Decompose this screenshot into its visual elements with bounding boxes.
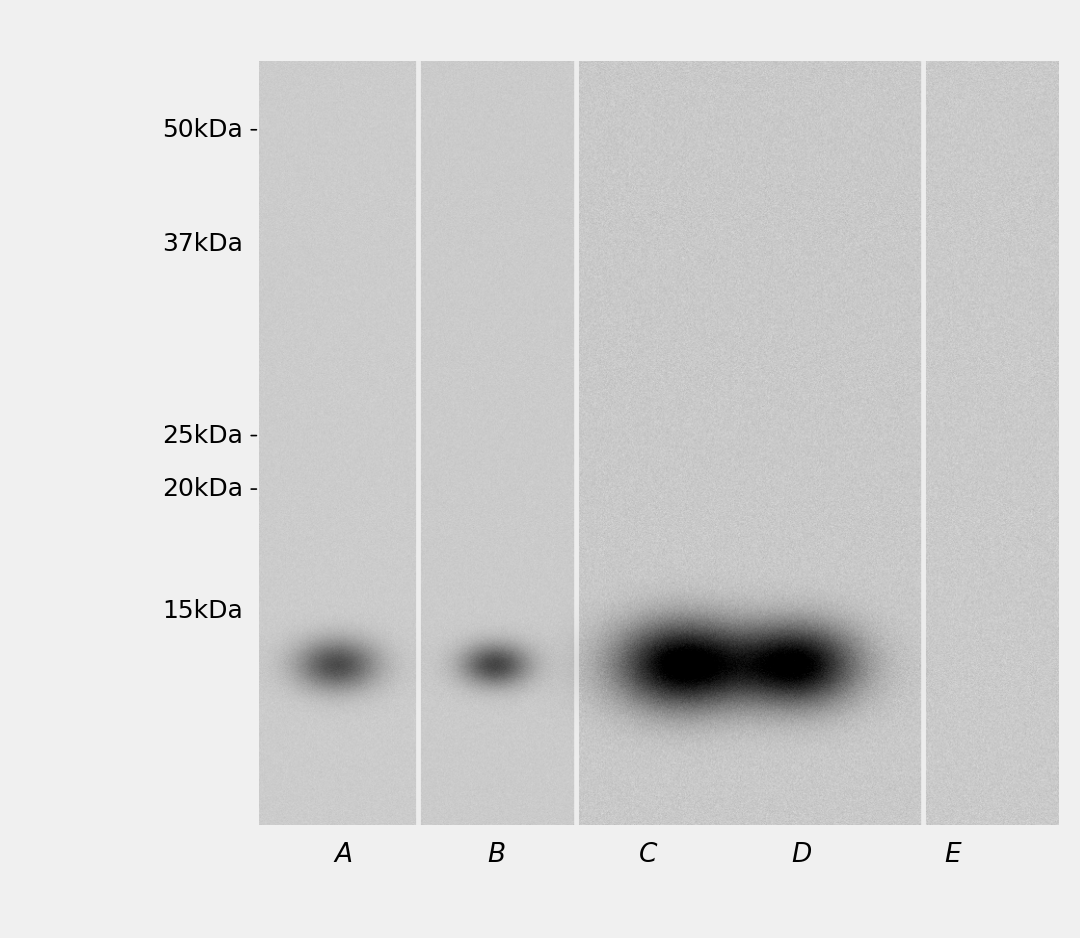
Text: 37kDa: 37kDa [162,233,243,256]
Text: D: D [792,842,811,869]
Text: 20kDa: 20kDa [162,477,243,501]
Text: 25kDa: 25kDa [162,424,243,447]
Text: 50kDa: 50kDa [162,118,243,142]
Text: E: E [944,842,961,869]
Text: 15kDa: 15kDa [162,599,243,624]
Text: B: B [488,842,505,869]
Text: A: A [335,842,352,869]
Text: C: C [638,842,658,869]
